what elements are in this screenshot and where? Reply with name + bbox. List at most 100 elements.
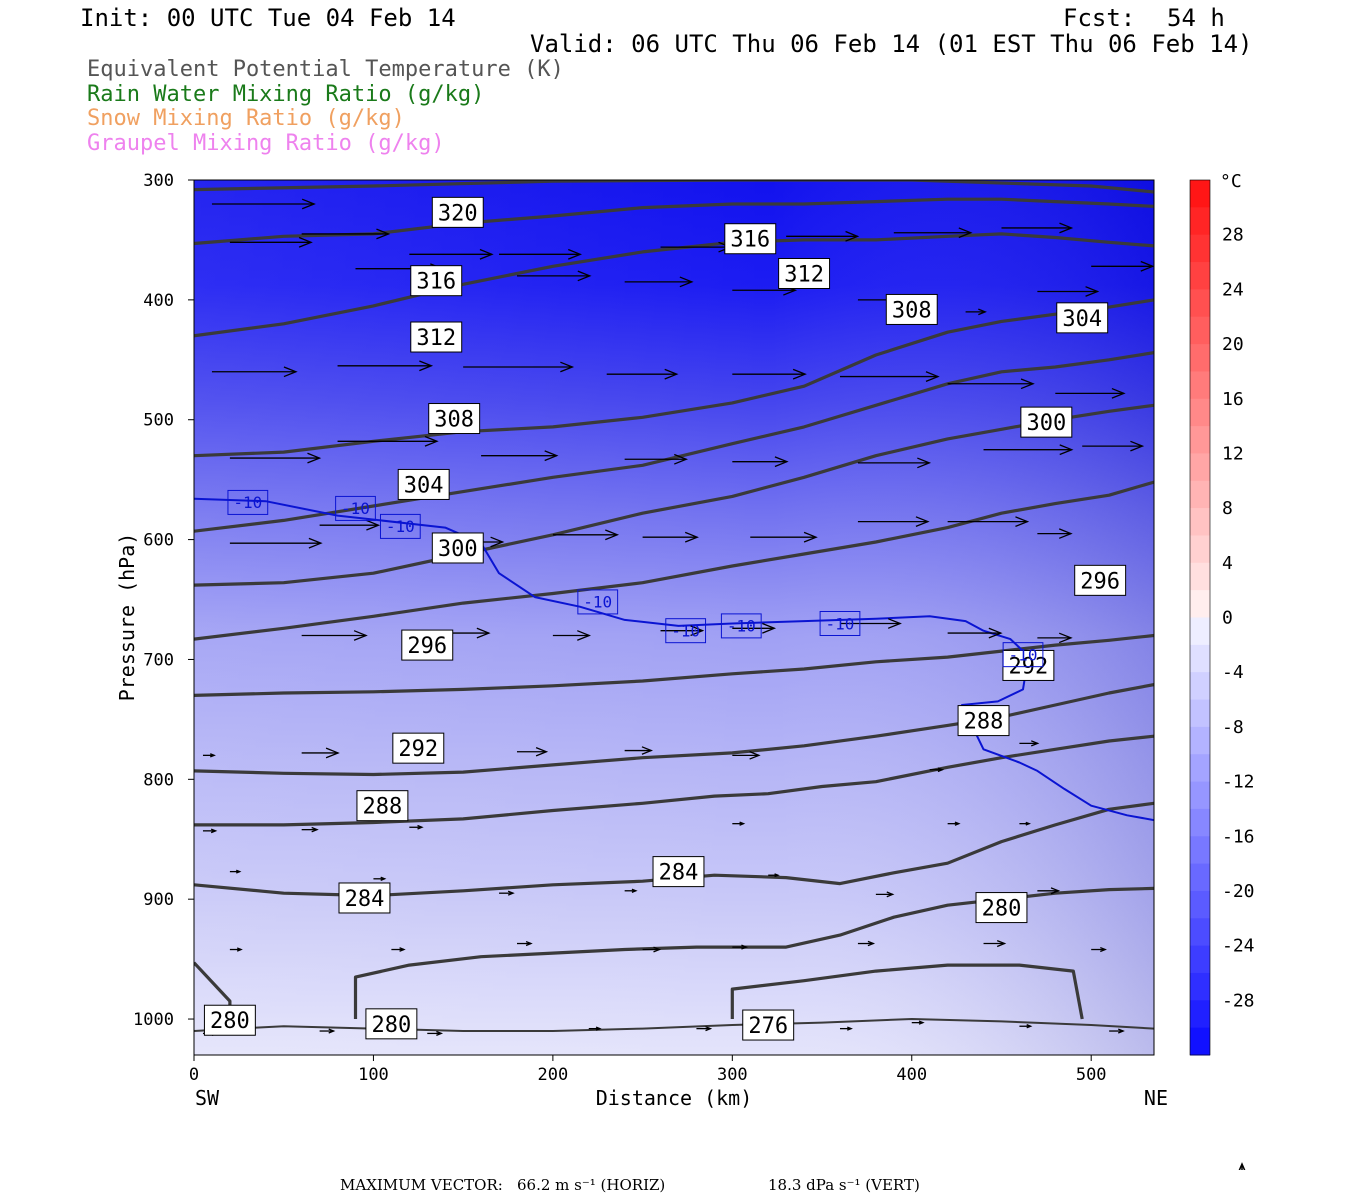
wind-vector-head [325, 747, 340, 759]
temperature-label: -10 [386, 517, 415, 536]
wind-vector-head [1025, 821, 1031, 826]
theta-e-contour-280 [353, 886, 1154, 1019]
theta-e-label-288-box [957, 705, 1010, 737]
theta-e-label-296: 296 [407, 634, 447, 659]
wind-vector-head [917, 457, 932, 469]
legend-graupel: Graupel Mixing Ratio (g/kg) [87, 131, 445, 156]
temperature-label: -10 [727, 617, 756, 636]
init-time: Init: 00 UTC Tue 04 Feb 14 [80, 4, 456, 32]
max-vector-horiz: 66.2 m s⁻¹ (HORIZ) [517, 1176, 666, 1194]
wind-vector-head [236, 869, 242, 874]
colorbar-tick-label: 28 [1222, 225, 1244, 246]
temperature-label: -10 [1009, 645, 1038, 664]
y-tick-label: 700 [143, 650, 174, 670]
wind-vector-head [1050, 887, 1061, 895]
colorbar-segment [1190, 754, 1210, 783]
theta-e-label-300: 300 [1026, 411, 1066, 436]
theta-e-label-288: 288 [964, 710, 1004, 735]
wind-vector-head [845, 230, 860, 242]
theta-e-label-288: 288 [363, 795, 403, 820]
colorbar-segment [1190, 480, 1210, 509]
colorbar-segment [1190, 426, 1210, 454]
y-tick-label: 800 [143, 770, 174, 790]
theta-e-label-292: 292 [398, 737, 438, 762]
temperature-label-box [665, 618, 707, 644]
theta-e-label-280: 280 [372, 1013, 412, 1038]
theta-e-contour-276 [730, 963, 1084, 1020]
legend-snow: Snow Mixing Ratio (g/kg) [87, 106, 405, 131]
wind-vector-head [749, 751, 761, 760]
theta-e-label-284: 284 [659, 861, 699, 886]
wind-vector-head [605, 529, 620, 541]
wind-vector-head [937, 767, 945, 773]
x-axis-left-end: SW [195, 1086, 220, 1110]
wind-vector-head [1117, 1028, 1125, 1034]
wind-vector-head [417, 824, 424, 830]
temperature-label-box [335, 495, 376, 521]
wind-vector-head [1020, 378, 1035, 390]
wind-vector-head [774, 456, 789, 468]
colorbar-tick-label: -20 [1222, 881, 1255, 902]
theta-e-contour-276 [194, 1018, 1154, 1032]
colorbar-segment [1190, 398, 1210, 427]
wind-vector-head [366, 519, 381, 531]
colorbar-segment [1190, 371, 1210, 400]
wind-vector-head [298, 236, 313, 248]
colorbar-segment [1190, 781, 1210, 810]
wind-vector-head [595, 1026, 602, 1031]
wind-vector-head [1085, 286, 1100, 297]
wind-vector-head [1059, 222, 1074, 234]
legend-rain: Rain Water Mixing Ratio (g/kg) [87, 82, 485, 107]
x-tick-label: 300 [717, 1065, 748, 1085]
plot-frame [193, 179, 1155, 1056]
x-tick-label: 400 [896, 1065, 927, 1085]
wind-vector-head [507, 890, 515, 896]
wind-vector-head [544, 450, 559, 462]
theta-e-contour-324 [194, 180, 1154, 194]
theta-e-label-308-box [885, 293, 938, 325]
theta-e-label-320-box [431, 196, 484, 228]
theta-e-label-304: 304 [404, 473, 444, 498]
y-axis-label: Pressure (hPa) [115, 533, 139, 702]
theta-e-label-284: 284 [345, 887, 385, 912]
theta-e-label-308-box [428, 403, 481, 435]
colorbar-segment [1190, 890, 1210, 919]
colorbar-segment [1190, 808, 1210, 837]
theta-e-label-288-box [356, 790, 409, 822]
theta-e-contour-296 [194, 633, 1154, 697]
y-tick-label: 500 [143, 411, 174, 431]
wind-vector-head [664, 368, 679, 380]
theta-e-label-304: 304 [1062, 307, 1102, 332]
temperature-label: -10 [671, 621, 700, 640]
temperature-label: -10 [583, 593, 612, 612]
wind-vector-head [674, 453, 689, 465]
wind-vector-head [311, 826, 319, 833]
wind-vector-head [1140, 260, 1154, 272]
wind-vector-head [739, 821, 746, 826]
wind-vector-head [887, 618, 902, 629]
wind-vector-head [436, 1030, 444, 1036]
colorbar-segment [1190, 672, 1210, 701]
wind-vector-head [399, 947, 406, 952]
theta-e-label-308: 308 [434, 407, 474, 432]
wind-vector-head [424, 435, 439, 447]
colorbar-segment [1190, 699, 1210, 728]
wind-vector-head [283, 366, 298, 378]
colorbar-segment [1190, 590, 1210, 618]
wind-vector-head [476, 627, 491, 639]
forecast-label: Fcst: [1063, 4, 1136, 32]
theta-e-label-296: 296 [1080, 569, 1120, 594]
axis-layer: 300 400 500 600 700 800 900 1000 0 100 200 300 400 50… [115, 171, 1168, 1110]
wind-vector-head [925, 371, 940, 382]
theta-e-label-316-box [410, 265, 463, 297]
wind-vector-head [380, 876, 387, 881]
wind-vector-head [918, 1020, 925, 1025]
wind-vector-head [210, 828, 218, 834]
temperature-label-box [720, 613, 762, 639]
theta-e-label-304-box [397, 468, 450, 500]
colorbar-tick-label: 16 [1222, 389, 1244, 410]
wind-vector-head [479, 248, 494, 260]
colorbar-unit: °C [1220, 171, 1242, 192]
colorbar-tick-label: -4 [1222, 662, 1244, 683]
